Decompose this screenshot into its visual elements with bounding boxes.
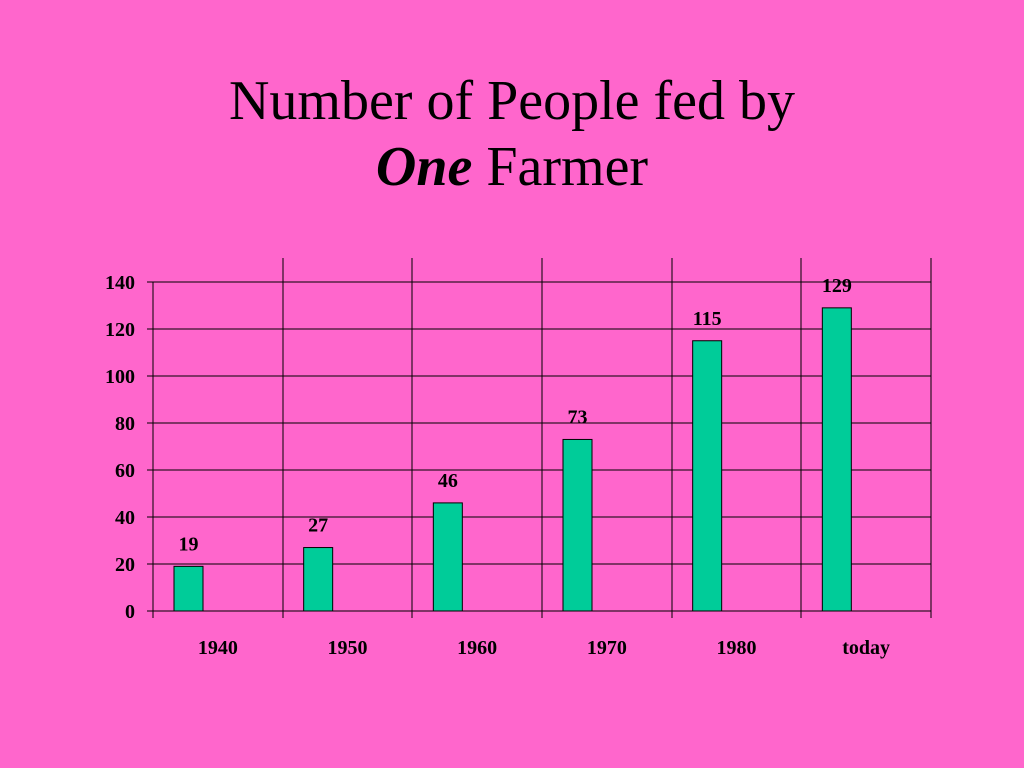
data-label: 115 <box>693 308 722 330</box>
x-tick-label: 1970 <box>587 637 627 659</box>
title-line-1: Number of People fed by <box>228 70 796 132</box>
x-tick-label: 1940 <box>198 637 238 659</box>
y-tick-label: 20 <box>115 554 135 576</box>
x-tick-label: 1980 <box>717 637 757 659</box>
x-tick-label: 1960 <box>457 637 497 659</box>
data-label: 19 <box>179 533 199 555</box>
title-line-2-rest: Farmer <box>486 136 649 198</box>
title-emphasis: One <box>375 136 473 198</box>
chart-axes <box>147 281 932 618</box>
chart-title: Number of People fed by One Farmer <box>0 68 1024 200</box>
bar <box>432 502 463 612</box>
chart-grid <box>153 258 932 611</box>
chart-labels: 19 27 46 73 115 129 0 20 40 60 80 100 120 140 1940 1950… <box>105 272 890 659</box>
x-tick-label: today <box>842 637 890 659</box>
y-tick-label: 80 <box>115 413 135 435</box>
y-tick-label: 60 <box>115 460 135 482</box>
data-label: 46 <box>438 470 458 492</box>
x-tick-label: 1950 <box>328 637 368 659</box>
y-tick-label: 40 <box>115 507 135 529</box>
data-label: 27 <box>308 515 328 537</box>
bar <box>173 565 204 612</box>
data-label: 129 <box>822 275 852 297</box>
y-tick-label: 120 <box>105 319 135 341</box>
bar <box>303 547 334 612</box>
y-tick-label: 100 <box>105 366 135 388</box>
bar <box>821 307 852 612</box>
data-label: 73 <box>568 406 588 428</box>
y-tick-label: 140 <box>105 272 135 294</box>
bar <box>692 340 723 612</box>
y-tick-label: 0 <box>125 601 135 623</box>
chart-bars <box>173 307 852 612</box>
bar <box>562 438 593 612</box>
